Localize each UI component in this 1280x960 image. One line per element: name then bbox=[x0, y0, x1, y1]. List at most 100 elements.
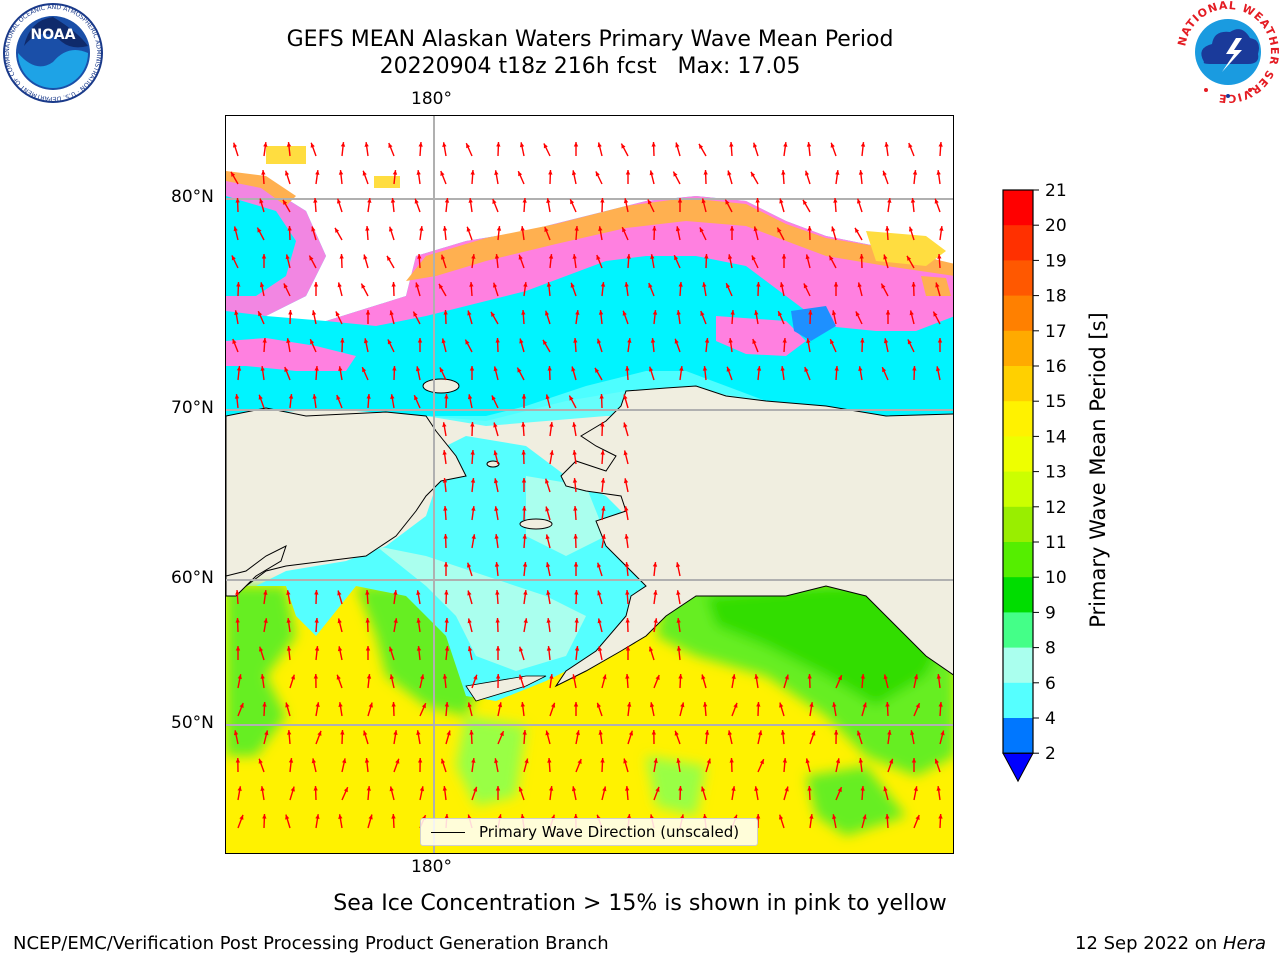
wave-arrow-head bbox=[494, 170, 499, 175]
wave-arrow-head bbox=[676, 590, 681, 595]
wave-arrow-head bbox=[626, 814, 632, 819]
wave-arrow-head bbox=[543, 339, 548, 345]
wave-arrow-head bbox=[733, 702, 738, 708]
colorbar-tick-label: 17 bbox=[1045, 322, 1067, 342]
wave-arrow-head bbox=[337, 198, 342, 204]
wave-arrow-head bbox=[467, 702, 472, 708]
wave-arrow-head bbox=[443, 562, 449, 567]
colorbar-tick-label: 9 bbox=[1045, 603, 1056, 623]
wave-arrow-head bbox=[811, 730, 816, 736]
sea-ice-note: Sea Ice Concentration > 15% is shown in … bbox=[333, 891, 947, 916]
wave-arrow-head bbox=[365, 590, 370, 595]
wave-arrow-head bbox=[908, 143, 913, 148]
wave-arrow-head bbox=[731, 786, 736, 791]
wave-arrow-head bbox=[803, 199, 808, 205]
wave-arrow-head bbox=[674, 730, 679, 736]
wave-arrow-head bbox=[910, 730, 915, 736]
wave-arrow-head bbox=[442, 478, 448, 483]
wave-arrow-head bbox=[597, 562, 602, 568]
wave-arrow-head bbox=[231, 255, 236, 261]
wave-arrow-head bbox=[473, 786, 478, 792]
colorbar-band bbox=[1003, 190, 1033, 226]
wave-arrow-head bbox=[936, 786, 941, 791]
wave-arrow-head bbox=[419, 786, 425, 792]
wave-arrow-head bbox=[912, 170, 918, 175]
wave-arrow-head bbox=[492, 199, 497, 204]
wave-arrow-head bbox=[623, 478, 629, 484]
wave-arrow-head bbox=[261, 254, 267, 259]
wave-arrow-head bbox=[778, 311, 783, 317]
sea-ice-orange-north bbox=[406, 198, 953, 281]
wave-arrow-head bbox=[938, 142, 943, 147]
colorbar-ticks: 21 20 19 18 17 16 15 14 13 12 11 10 9 8 6 4 2 bbox=[1033, 181, 1067, 764]
wave-arrow-head bbox=[418, 758, 423, 763]
wave-arrow-head bbox=[416, 730, 421, 735]
sea-ice-patch bbox=[716, 316, 806, 356]
wave-arrow-head bbox=[391, 282, 396, 287]
map-gridlines bbox=[226, 116, 953, 853]
wave-arrow-head bbox=[624, 282, 629, 287]
wave-arrow-head bbox=[885, 814, 890, 819]
wave-arrow-head bbox=[469, 282, 474, 287]
wave-arrow-head bbox=[574, 590, 579, 595]
wave-arrow-head bbox=[729, 226, 735, 231]
wave-arrow-head bbox=[446, 730, 451, 736]
wave-arrow-head bbox=[832, 702, 837, 707]
wave-arrow-head bbox=[726, 283, 731, 289]
wave-arrow-head bbox=[885, 702, 890, 707]
wave-arrow-head bbox=[830, 339, 835, 345]
wave-arrow-head bbox=[701, 674, 706, 680]
wave-arrow-head bbox=[571, 786, 577, 792]
wave-arrow-head bbox=[234, 310, 239, 315]
wave-arrow-head bbox=[491, 395, 496, 401]
wave-arrow-head bbox=[804, 367, 809, 372]
wave-arrow-head bbox=[315, 814, 320, 819]
wave-arrow-head bbox=[551, 702, 556, 708]
wave-arrow-head bbox=[756, 814, 761, 819]
colorbar-tick-label: 8 bbox=[1045, 639, 1056, 659]
wave-arrow-head bbox=[938, 702, 943, 707]
wave-arrow-head bbox=[421, 703, 426, 709]
wave-arrow-head bbox=[912, 366, 917, 371]
wave-arrow-head bbox=[497, 702, 503, 708]
colorbar-bands bbox=[1002, 189, 1034, 783]
wave-arrow-head bbox=[519, 646, 524, 652]
wave-arrow-head bbox=[572, 478, 578, 483]
wave-arrow-head bbox=[285, 814, 290, 820]
wave-arrow-head bbox=[439, 367, 444, 373]
legend-line-swatch bbox=[431, 831, 465, 833]
wave-arrow-head bbox=[335, 311, 340, 317]
wave-arrow-head bbox=[517, 367, 522, 373]
wave-arrow-head bbox=[676, 618, 681, 623]
wave-arrow-head bbox=[496, 226, 502, 231]
wave-arrow-head bbox=[314, 646, 320, 651]
wave-arrow-head bbox=[885, 310, 891, 315]
wave-arrow-head bbox=[676, 310, 681, 315]
wave-arrow-head bbox=[573, 702, 579, 707]
wave-arrow-head bbox=[337, 590, 342, 596]
wave-arrow-head bbox=[495, 646, 501, 651]
wave-arrow-head bbox=[731, 674, 736, 679]
footer-credit: NCEP/EMC/Verification Post Processing Pr… bbox=[13, 933, 609, 954]
wave-arrow-head bbox=[784, 786, 789, 792]
colorbar-tick-label: 20 bbox=[1045, 216, 1067, 236]
wave-arrow-head bbox=[441, 254, 446, 260]
wave-arrow-head bbox=[806, 338, 811, 343]
wave-arrow-head bbox=[835, 758, 841, 764]
wave-arrow-head bbox=[444, 590, 449, 595]
wave-arrow-head bbox=[572, 674, 577, 680]
wave-arrow-head bbox=[288, 394, 294, 399]
wave-arrow-head bbox=[673, 171, 678, 177]
wave-arrow-head bbox=[336, 674, 341, 680]
wave-arrow-head bbox=[597, 590, 602, 596]
wave-arrow-head bbox=[493, 422, 498, 428]
colorbar-band bbox=[1003, 647, 1033, 684]
wave-arrow-head bbox=[625, 646, 631, 651]
wave-arrow-head bbox=[235, 758, 240, 763]
wave-arrow-head bbox=[441, 758, 446, 764]
wave-arrow-head bbox=[626, 254, 631, 259]
wave-arrow-head bbox=[807, 226, 812, 231]
wave-arrow-head bbox=[701, 786, 706, 792]
wave-arrow-head bbox=[442, 422, 447, 427]
wave-arrow-head bbox=[260, 366, 265, 371]
